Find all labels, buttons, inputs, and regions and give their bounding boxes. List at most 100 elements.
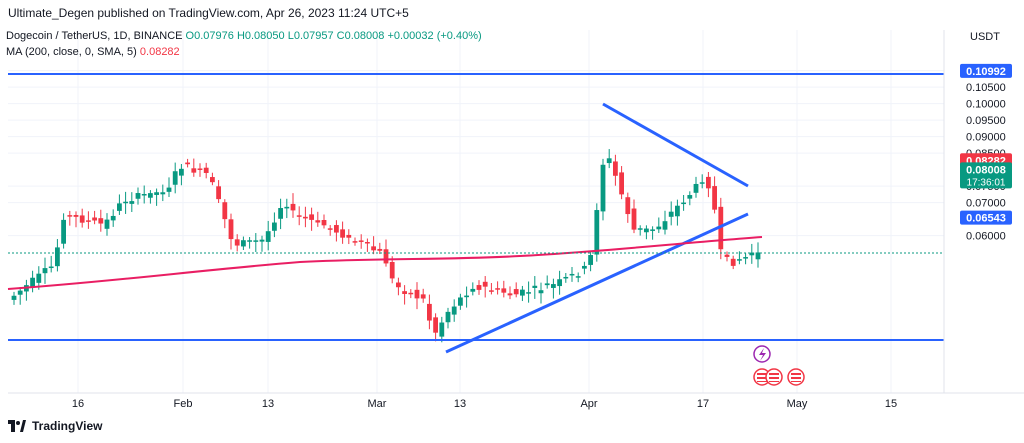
candle-body: [389, 261, 395, 279]
candle-body: [755, 252, 761, 260]
candle-body: [42, 268, 48, 274]
candle-body: [303, 216, 308, 219]
candle-body: [272, 222, 277, 231]
candle-body: [737, 259, 742, 261]
candle-body: [86, 220, 91, 222]
time-axis: 16 Feb 13 Mar 13 Apr 17 May 15: [72, 398, 897, 410]
candle-body: [346, 234, 352, 238]
candle-body: [358, 240, 364, 242]
candle-body: [117, 203, 122, 211]
candle-body: [377, 248, 383, 251]
candle-body: [296, 215, 302, 217]
candle-body: [613, 161, 618, 176]
ma200-line: [7, 236, 763, 290]
price-badge: [960, 162, 1012, 189]
candle-body: [383, 249, 389, 264]
price-tick-label: 0.10000: [966, 99, 1006, 111]
candle-body: [123, 201, 128, 204]
candle-body: [706, 176, 711, 189]
price-badge: [960, 210, 1012, 225]
candle-body: [315, 220, 321, 223]
candle-body: [538, 290, 544, 294]
candle-body: [172, 171, 178, 185]
candle-body: [749, 252, 755, 256]
candle-body: [681, 202, 686, 205]
candle-body: [414, 289, 420, 299]
candle-body: [197, 168, 203, 170]
date-tick-label: 17: [697, 398, 709, 410]
candle-body: [662, 221, 668, 230]
candle-body: [365, 242, 370, 244]
high-value: H0.08050: [236, 30, 285, 42]
triangle-upper-trendline: [602, 102, 749, 188]
open-value: O0.07976: [185, 30, 234, 42]
price-tick-label: 0.09500: [966, 115, 1006, 127]
candle-body: [489, 290, 494, 292]
price-badge-label: 0.06543: [966, 213, 1006, 225]
candle-body: [532, 285, 538, 288]
date-tick-label: 15: [885, 398, 897, 410]
candle-body: [495, 288, 500, 290]
candle-body: [526, 292, 531, 294]
candle-body: [606, 158, 612, 164]
candle-body: [724, 254, 730, 257]
candle-body: [11, 295, 17, 300]
candle-body: [265, 231, 271, 242]
candle-body: [166, 187, 172, 192]
candle-body: [563, 276, 569, 279]
ma-legend[interactable]: MA (200, close, 0, SMA, 5) 0.08282: [6, 46, 180, 58]
candle-body: [290, 203, 296, 211]
candle-body: [588, 255, 593, 265]
price-tick-label: 0.06000: [966, 231, 1006, 243]
candle-body: [30, 277, 35, 288]
price-badge-label: 0.10992: [966, 66, 1006, 78]
candle-body: [160, 192, 166, 195]
candle-body: [191, 168, 197, 173]
date-tick-label: Apr: [580, 398, 597, 410]
candle-body: [73, 215, 79, 217]
candle-body: [141, 193, 147, 196]
candle-body: [259, 239, 265, 242]
lightning-event-icon[interactable]: [753, 345, 771, 363]
chart-grid: [8, 30, 944, 393]
candle-body: [650, 229, 655, 231]
candle-body: [334, 225, 339, 233]
date-tick-label: Feb: [174, 398, 193, 410]
price-tick-label: 0.10500: [966, 82, 1006, 94]
candle-body: [575, 276, 581, 278]
candle-body: [98, 218, 104, 224]
candle-body: [656, 226, 662, 230]
date-tick-label: 16: [72, 398, 84, 410]
candle-body: [284, 206, 290, 209]
candle-body: [67, 215, 73, 217]
candle-body: [501, 288, 507, 293]
candle-body: [327, 228, 333, 230]
candle-body: [451, 306, 457, 315]
candle-body: [458, 297, 463, 306]
us-flag-event-icon[interactable]: [765, 368, 783, 386]
candle-body: [110, 215, 116, 221]
candle-body: [396, 282, 401, 288]
candle-body: [352, 241, 358, 243]
candle-body: [625, 197, 631, 215]
candle-body: [445, 311, 451, 323]
ma-value: 0.08282: [139, 46, 180, 58]
overlay-layer: [7, 73, 944, 354]
candle-body: [179, 168, 184, 176]
change-value: +0.00032 (+0.40%): [387, 30, 482, 42]
candle-body: [433, 317, 438, 333]
price-tick-label: 0.09000: [966, 132, 1006, 144]
publish-attribution: Ultimate_Degen published on TradingView.…: [8, 6, 409, 20]
candle-body: [36, 273, 42, 283]
candle-body: [228, 219, 234, 240]
candle-body: [55, 247, 60, 267]
candle-body: [582, 265, 587, 269]
symbol-label[interactable]: Dogecoin / TetherUS, 1D, BINANCE: [6, 30, 183, 42]
candle-body: [544, 283, 550, 286]
candle-body: [482, 281, 488, 287]
candle-body: [470, 288, 476, 292]
us-flag-event-icon[interactable]: [787, 368, 805, 386]
tradingview-brand[interactable]: TradingView: [8, 419, 102, 433]
